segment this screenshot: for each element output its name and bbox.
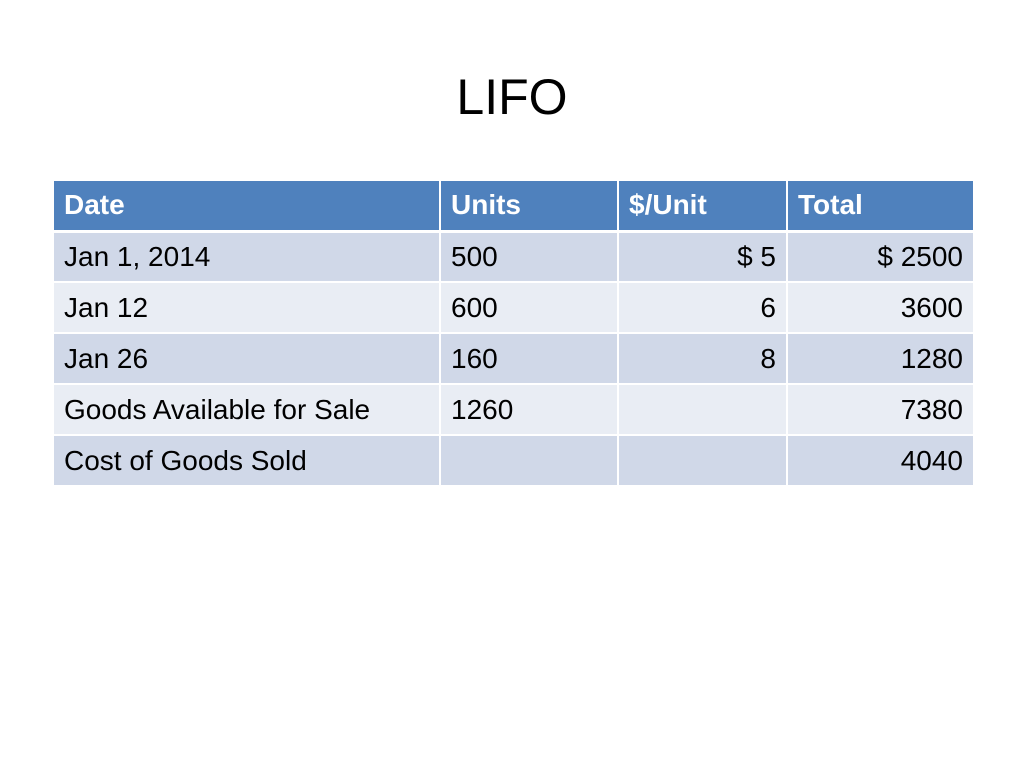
cell-price-per-unit [617, 383, 788, 436]
table-row: Cost of Goods Sold 4040 [52, 434, 975, 487]
cell-total: 7380 [786, 383, 975, 436]
cell-total: $ 2500 [786, 230, 975, 283]
cell-units: 500 [439, 230, 619, 283]
cell-date: Cost of Goods Sold [52, 434, 441, 487]
cell-total: 1280 [786, 332, 975, 385]
cell-date: Jan 26 [52, 332, 441, 385]
cell-date: Goods Available for Sale [52, 383, 441, 436]
column-header-units: Units [439, 179, 619, 233]
cell-units: 1260 [439, 383, 619, 436]
cell-units: 160 [439, 332, 619, 385]
cell-date: Jan 1, 2014 [52, 230, 441, 283]
cell-price-per-unit: 6 [617, 281, 788, 334]
column-header-date: Date [52, 179, 441, 233]
cell-total: 4040 [786, 434, 975, 487]
slide-title: LIFO [456, 69, 568, 125]
table-row: Jan 1, 2014 500 $ 5 $ 2500 [52, 230, 975, 283]
cell-units [439, 434, 619, 487]
table-header-row: Date Units $/Unit Total [52, 179, 975, 233]
cell-price-per-unit: 8 [617, 332, 788, 385]
table-row: Jan 26 160 8 1280 [52, 332, 975, 385]
cell-price-per-unit: $ 5 [617, 230, 788, 283]
column-header-price-per-unit: $/Unit [617, 179, 788, 233]
cell-price-per-unit [617, 434, 788, 487]
cell-units: 600 [439, 281, 619, 334]
table-row: Jan 12 600 6 3600 [52, 281, 975, 334]
cell-date: Jan 12 [52, 281, 441, 334]
column-header-total: Total [786, 179, 975, 233]
inventory-table: Date Units $/Unit Total Jan 1, 2014 500 … [52, 179, 975, 487]
table-row: Goods Available for Sale 1260 7380 [52, 383, 975, 436]
cell-total: 3600 [786, 281, 975, 334]
